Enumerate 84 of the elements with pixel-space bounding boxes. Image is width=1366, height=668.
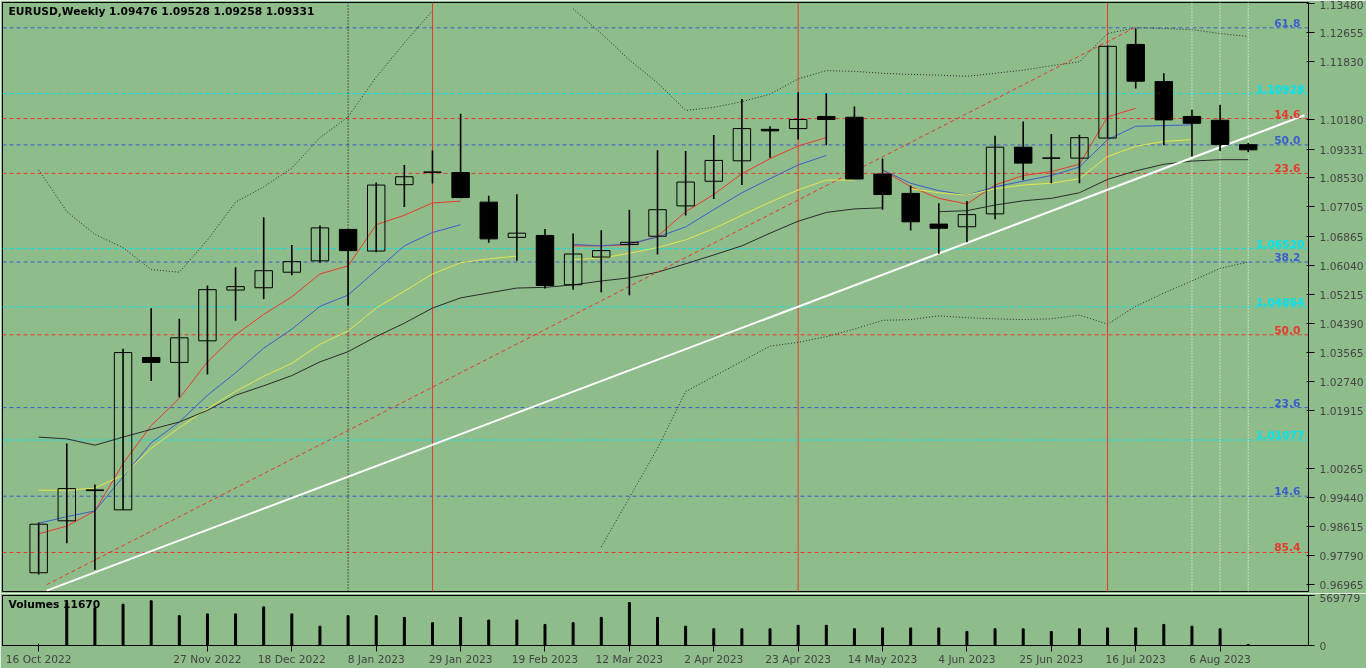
- y-tick-label: 1.10180: [1319, 113, 1364, 127]
- chart-title: Volumes 11670: [8, 597, 101, 611]
- y-tick-label: 1.01915: [1319, 404, 1364, 418]
- candlestick: [1098, 44, 1117, 139]
- candlestick: [507, 193, 527, 262]
- candlestick: [563, 232, 583, 291]
- x-tick-label: 2 Apr 2023: [684, 652, 744, 666]
- candlestick: [226, 266, 245, 322]
- ref-line-label: 1.10928: [1255, 82, 1305, 96]
- candlestick: [1042, 133, 1061, 184]
- candlestick: [254, 216, 273, 300]
- y-tick-label: 1.12655: [1319, 26, 1364, 40]
- candlestick: [310, 224, 330, 264]
- y-tick-label: 1.11830: [1319, 55, 1364, 69]
- x-tick-label: 25 Jun 2023: [1019, 652, 1084, 666]
- candlestick: [873, 157, 892, 211]
- annotation: 85.4: [1274, 541, 1301, 555]
- candlestick: [57, 442, 77, 544]
- candlestick: [957, 200, 977, 244]
- candlestick: [985, 134, 1005, 220]
- candlestick: [648, 149, 667, 256]
- x-tick-label: 19 Feb 2023: [511, 652, 579, 666]
- y-tick-label: 0.99440: [1319, 491, 1364, 505]
- annotation: 61.8: [1274, 16, 1301, 30]
- candlestick: [704, 134, 723, 200]
- candlestick: [85, 483, 105, 571]
- candlestick: [676, 150, 695, 217]
- annotation: 50.0: [1274, 133, 1301, 147]
- y-tick-label: 1.05215: [1319, 288, 1364, 302]
- y-tick-label: 569779: [1319, 591, 1361, 605]
- y-tick-label: 1.06865: [1319, 230, 1364, 244]
- x-tick-label: 23 Apr 2023: [765, 652, 832, 666]
- annotation: 23.6: [1274, 396, 1301, 410]
- y-tick-label: 1.04390: [1319, 317, 1364, 331]
- ref-line-label: 1.06520: [1255, 237, 1305, 251]
- candlestick: [113, 347, 133, 511]
- y-tick-label: 0: [1319, 639, 1327, 653]
- annotation: 50.0: [1274, 323, 1301, 337]
- x-tick-label: 4 Jun 2023: [938, 652, 996, 666]
- candlestick: [395, 164, 414, 208]
- candlestick: [198, 284, 217, 376]
- y-tick-label: 1.06040: [1319, 259, 1364, 273]
- candlestick: [817, 92, 836, 147]
- y-tick-label: 1.02740: [1319, 375, 1364, 389]
- y-tick-label: 0.98615: [1319, 520, 1364, 534]
- x-tick-label: 8 Jan 2023: [347, 652, 405, 666]
- x-tick-label: 16 Oct 2022: [5, 652, 72, 666]
- annotation: 38.2: [1274, 251, 1301, 265]
- candlestick: [282, 244, 302, 277]
- candlestick: [1182, 108, 1202, 158]
- annotation: 23.6: [1274, 162, 1301, 176]
- candlestick: [620, 208, 639, 297]
- x-tick-label: 18 Dec 2022: [257, 652, 326, 666]
- annotation: 14.6: [1274, 485, 1301, 499]
- ref-line-label: 1.01077: [1255, 429, 1305, 443]
- ref-line-label: 1.04864: [1255, 295, 1305, 309]
- candlestick: [592, 229, 611, 294]
- x-tick-label: 12 Mar 2023: [595, 652, 664, 666]
- y-tick-label: 1.08530: [1319, 171, 1364, 185]
- candlestick: [1013, 120, 1033, 181]
- x-tick-label: 14 May 2023: [847, 652, 918, 666]
- y-tick-label: 1.07705: [1319, 200, 1364, 214]
- candlestick: [732, 98, 752, 186]
- candlestick: [423, 149, 442, 185]
- line-series: [600, 261, 1249, 548]
- candlestick: [1070, 133, 1089, 184]
- candlestick: [367, 181, 386, 253]
- x-tick-label: 6 Aug 2023: [1189, 652, 1251, 666]
- y-tick-label: 0.97790: [1319, 549, 1364, 563]
- x-tick-label: 27 Nov 2022: [173, 652, 242, 666]
- y-tick-label: 1.03565: [1319, 346, 1364, 360]
- y-tick-label: 0.96965: [1319, 578, 1364, 592]
- y-tick-label: 1.13480: [1319, 0, 1364, 12]
- y-tick-label: 1.09331: [1319, 143, 1364, 157]
- y-tick-label: 1.00265: [1319, 462, 1364, 476]
- candlestick: [929, 202, 949, 255]
- x-tick-label: 16 Jul 2023: [1105, 652, 1166, 666]
- x-tick-label: 29 Jan 2023: [428, 652, 493, 666]
- candlestick: [170, 318, 189, 399]
- candlestick: [29, 521, 48, 576]
- candlestick: [141, 307, 161, 382]
- annotation: 14.6: [1274, 107, 1301, 121]
- chart-title: EURUSD,Weekly 1.09476 1.09528 1.09258 1.09331: [8, 4, 315, 18]
- candlestick: [788, 91, 808, 141]
